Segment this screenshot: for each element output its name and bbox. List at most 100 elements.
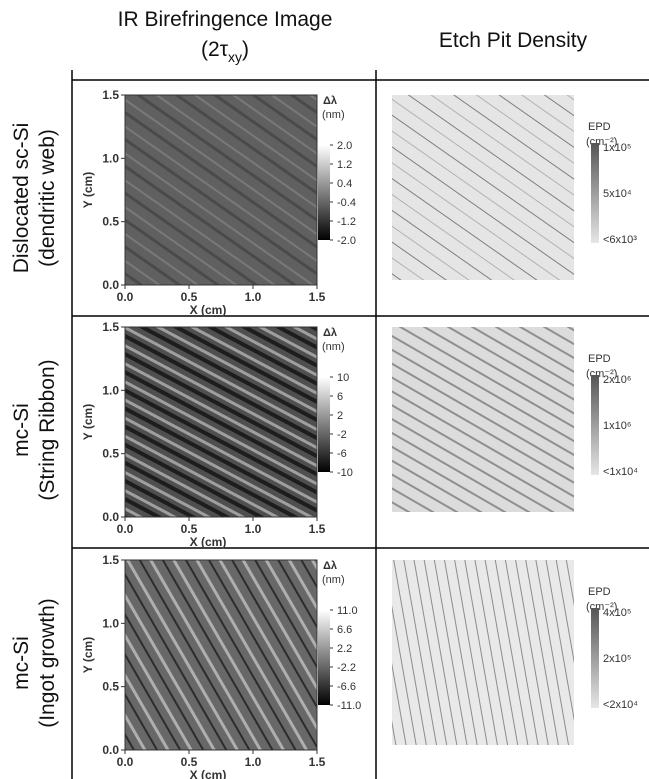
colorbar-title: EPD (588, 121, 611, 133)
column-title-sub: xy (228, 49, 242, 65)
x-tick-label: 1.5 (309, 522, 326, 536)
plot-frame (124, 559, 318, 751)
colorbar-tick-label: 1x10⁵ (603, 142, 631, 154)
colorbar-unit: (nm) (322, 574, 345, 586)
x-tick-label: 0.5 (181, 522, 198, 536)
y-tick-label: 0.0 (102, 510, 119, 524)
epd-image (392, 95, 574, 280)
colorbar (318, 610, 330, 705)
column-title: (2τxy) (201, 38, 249, 65)
epd-image (392, 327, 574, 512)
colorbar-tick-label: -11.0 (337, 700, 361, 712)
colorbar-tick-label: 6 (337, 391, 343, 403)
y-axis-label: Y (cm) (81, 404, 95, 440)
colorbar-tick-label: 10 (337, 372, 349, 384)
y-tick-label: 0.0 (102, 278, 119, 292)
colorbar-tick-label: <2x10⁴ (603, 699, 638, 711)
row-label: (dendritic web) (36, 129, 59, 267)
colorbar-tick-label: <1x10⁴ (603, 466, 638, 478)
column-title-part: ) (242, 38, 249, 61)
image-shade (125, 560, 317, 750)
colorbar (591, 375, 599, 475)
column-title-part: (2τ (201, 38, 229, 61)
y-tick-label: 0.5 (102, 680, 119, 694)
x-tick-label: 1.0 (245, 290, 262, 304)
y-tick-label: 0.5 (102, 447, 119, 461)
x-tick-label: 1.5 (309, 290, 326, 304)
epd-image (392, 560, 574, 745)
row-label: (Ingot growth) (36, 598, 59, 728)
row-label: Dislocated sc-Si (10, 123, 33, 274)
colorbar (318, 377, 330, 472)
colorbar (318, 145, 330, 240)
birefringence-image (125, 327, 317, 517)
colorbar-tick-label: -10 (337, 467, 353, 479)
colorbar-tick-label: 5x10⁴ (603, 188, 632, 200)
colorbar (591, 143, 599, 243)
colorbar-tick-label: 0.4 (337, 178, 352, 190)
colorbar-title: Δλ (323, 560, 337, 572)
birefringence-image (125, 560, 317, 750)
y-tick-label: 0.0 (102, 743, 119, 757)
y-tick-label: 1.0 (102, 383, 119, 397)
image-shade (392, 327, 574, 512)
y-tick-label: 1.5 (102, 553, 119, 567)
x-tick-label: 0.5 (181, 290, 198, 304)
y-tick-label: 1.0 (102, 151, 119, 165)
image-shade (125, 327, 317, 517)
x-tick-label: 1.5 (309, 755, 326, 769)
x-tick-label: 1.0 (245, 522, 262, 536)
colorbar-tick-label: 2.0 (337, 140, 352, 152)
colorbar-unit: (nm) (322, 341, 345, 353)
column-title: IR Birefringence Image (118, 8, 333, 31)
x-axis-label: X (cm) (190, 768, 227, 779)
colorbar-tick-label: -2.2 (337, 662, 356, 674)
colorbar-title: Δλ (323, 327, 337, 339)
colorbar-tick-label: -2 (337, 429, 347, 441)
colorbar-tick-label: 4x10⁵ (603, 607, 631, 619)
y-tick-label: 0.5 (102, 215, 119, 229)
colorbar-tick-label: -1.2 (337, 216, 356, 228)
colorbar-title: Δλ (323, 95, 337, 107)
x-tick-label: 0.5 (181, 755, 198, 769)
colorbar-tick-label: -2.0 (337, 235, 356, 247)
colorbar-tick-label: 11.0 (337, 605, 358, 617)
y-axis-label: Y (cm) (81, 637, 95, 673)
colorbar-tick-label: 2x10⁵ (603, 653, 631, 665)
x-tick-label: 0.0 (117, 522, 134, 536)
row-label: mc-Si (10, 403, 33, 457)
x-tick-label: 0.0 (117, 290, 134, 304)
colorbar-tick-label: 1x10⁶ (603, 420, 631, 432)
colorbar-title: EPD (588, 586, 611, 598)
y-tick-label: 1.0 (102, 616, 119, 630)
colorbar-unit: (nm) (322, 109, 345, 121)
y-tick-label: 1.5 (102, 88, 119, 102)
x-tick-label: 1.0 (245, 755, 262, 769)
colorbar-tick-label: -0.4 (337, 197, 356, 209)
colorbar-tick-label: 2 (337, 410, 343, 422)
colorbar-tick-label: 1.2 (337, 159, 352, 171)
plot-frame (124, 94, 318, 286)
colorbar-title: EPD (588, 353, 611, 365)
x-tick-label: 0.0 (117, 755, 134, 769)
image-shade (392, 560, 574, 745)
y-tick-label: 1.5 (102, 320, 119, 334)
column-title: Etch Pit Density (439, 29, 588, 52)
row-label: mc-Si (10, 636, 33, 690)
plot-frame (124, 326, 318, 518)
x-axis-label: X (cm) (190, 303, 227, 317)
image-shade (392, 95, 574, 280)
colorbar-tick-label: <6x10³ (603, 234, 637, 246)
colorbar (591, 608, 599, 708)
colorbar-tick-label: 6.6 (337, 624, 352, 636)
row-label: (String Ribbon) (36, 359, 59, 500)
colorbar-tick-label: -6.6 (337, 681, 356, 693)
colorbar-tick-label: -6 (337, 448, 347, 460)
x-axis-label: X (cm) (190, 535, 227, 549)
image-shade (125, 95, 317, 285)
colorbar-tick-label: 2.2 (337, 643, 352, 655)
colorbar-tick-label: 2x10⁶ (603, 374, 631, 386)
y-axis-label: Y (cm) (81, 172, 95, 208)
birefringence-image (125, 95, 317, 285)
